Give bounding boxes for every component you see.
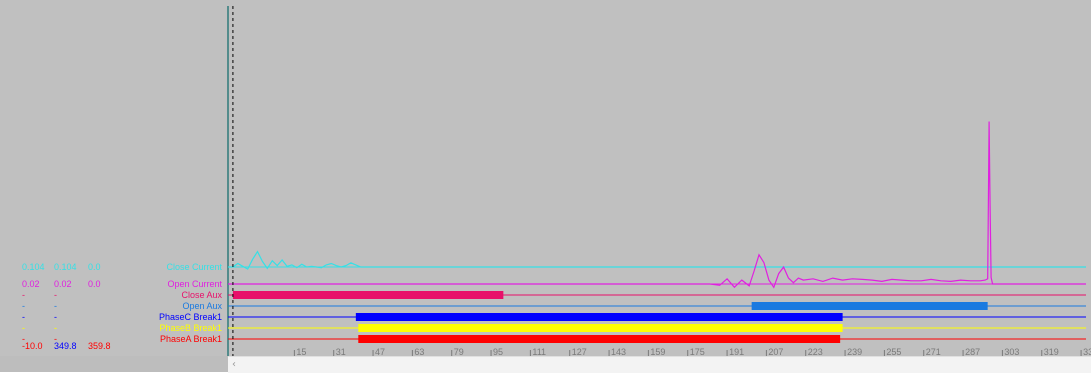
x-tick-label-8: 143 — [611, 347, 626, 356]
readout-close_current-1: 0.104 — [54, 262, 77, 272]
x-tick-label-6: 111 — [532, 347, 546, 356]
x-tick-label-11: 191 — [729, 347, 744, 356]
trace-open_current — [228, 121, 1086, 289]
x-tick-label-18: 303 — [1004, 347, 1019, 356]
readout-open_current-0: 0.02 — [22, 279, 40, 289]
readout-open_aux-1: - — [54, 301, 57, 311]
bar-phase_b-0 — [358, 324, 843, 332]
bar-phase_c-0 — [355, 313, 843, 321]
x-tick-label-17: 287 — [965, 347, 980, 356]
x-tick-label-1: 31 — [336, 347, 346, 356]
x-tick-label-20: 335 — [1083, 347, 1091, 356]
readout-phase_c-0: - — [22, 312, 25, 322]
readout-open_aux-0: - — [22, 301, 25, 311]
bar-open_aux-0 — [751, 302, 988, 310]
bar-phase_a-0 — [358, 335, 841, 343]
x-tick-label-4: 79 — [454, 347, 464, 356]
x-tick-label-13: 223 — [808, 347, 823, 356]
channel-label-close_aux: Close Aux — [181, 290, 222, 300]
diff-value: 359.8 — [88, 341, 111, 351]
readout-phase_c-1: - — [54, 312, 57, 322]
x-tick-label-5: 95 — [493, 347, 503, 356]
channel-label-close_current: Close Current — [166, 262, 222, 272]
readout-close_current-0: 0.104 — [22, 262, 45, 272]
scroll-left-icon[interactable]: ‹ — [232, 359, 236, 370]
readout-footer — [0, 356, 228, 372]
readout-open_current-2: 0.0 — [88, 279, 101, 289]
x-tick-label-3: 63 — [414, 347, 424, 356]
chart-background — [0, 0, 1091, 356]
channel-label-phase_b: PhaseB Break1 — [159, 323, 222, 333]
x-tick-label-2: 47 — [375, 347, 385, 356]
readout-close_current-2: 0.0 — [88, 262, 101, 272]
readout-phase_a-0: - — [22, 334, 25, 344]
waveform-chart[interactable]: Close Current 0.104 0.104 0.0 Open Current 0.… — [0, 0, 1091, 356]
x-tick-label-12: 207 — [768, 347, 783, 356]
channel-label-phase_c: PhaseC Break1 — [159, 312, 222, 322]
readout-phase_b-1: - — [54, 323, 57, 333]
x-tick-label-0: 15 — [296, 347, 306, 356]
trace-close_current — [228, 250, 1086, 270]
x-tick-label-16: 271 — [926, 347, 941, 356]
x-tick-label-9: 159 — [650, 347, 665, 356]
x-tick-label-15: 255 — [886, 347, 901, 356]
tm-value: 349.8 — [54, 341, 77, 351]
x-tick-label-10: 175 — [690, 347, 705, 356]
readout-open_current-1: 0.02 — [54, 279, 72, 289]
channel-label-phase_a: PhaseA Break1 — [160, 334, 222, 344]
channel-label-open_aux: Open Aux — [182, 301, 222, 311]
readout-close_aux-0: - — [22, 290, 25, 300]
x-tick-label-19: 319 — [1044, 347, 1059, 356]
tr-value: -10.0 — [22, 341, 43, 351]
readout-phase_a-1: - — [54, 334, 57, 344]
readout-phase_b-0: - — [22, 323, 25, 333]
x-tick-label-14: 239 — [847, 347, 862, 356]
horizontal-scrollbar[interactable]: ‹ — [228, 356, 1091, 373]
bar-close_aux-0 — [232, 291, 504, 299]
channel-label-open_current: Open Current — [167, 279, 222, 289]
x-tick-label-7: 127 — [572, 347, 587, 356]
readout-close_aux-1: - — [54, 290, 57, 300]
